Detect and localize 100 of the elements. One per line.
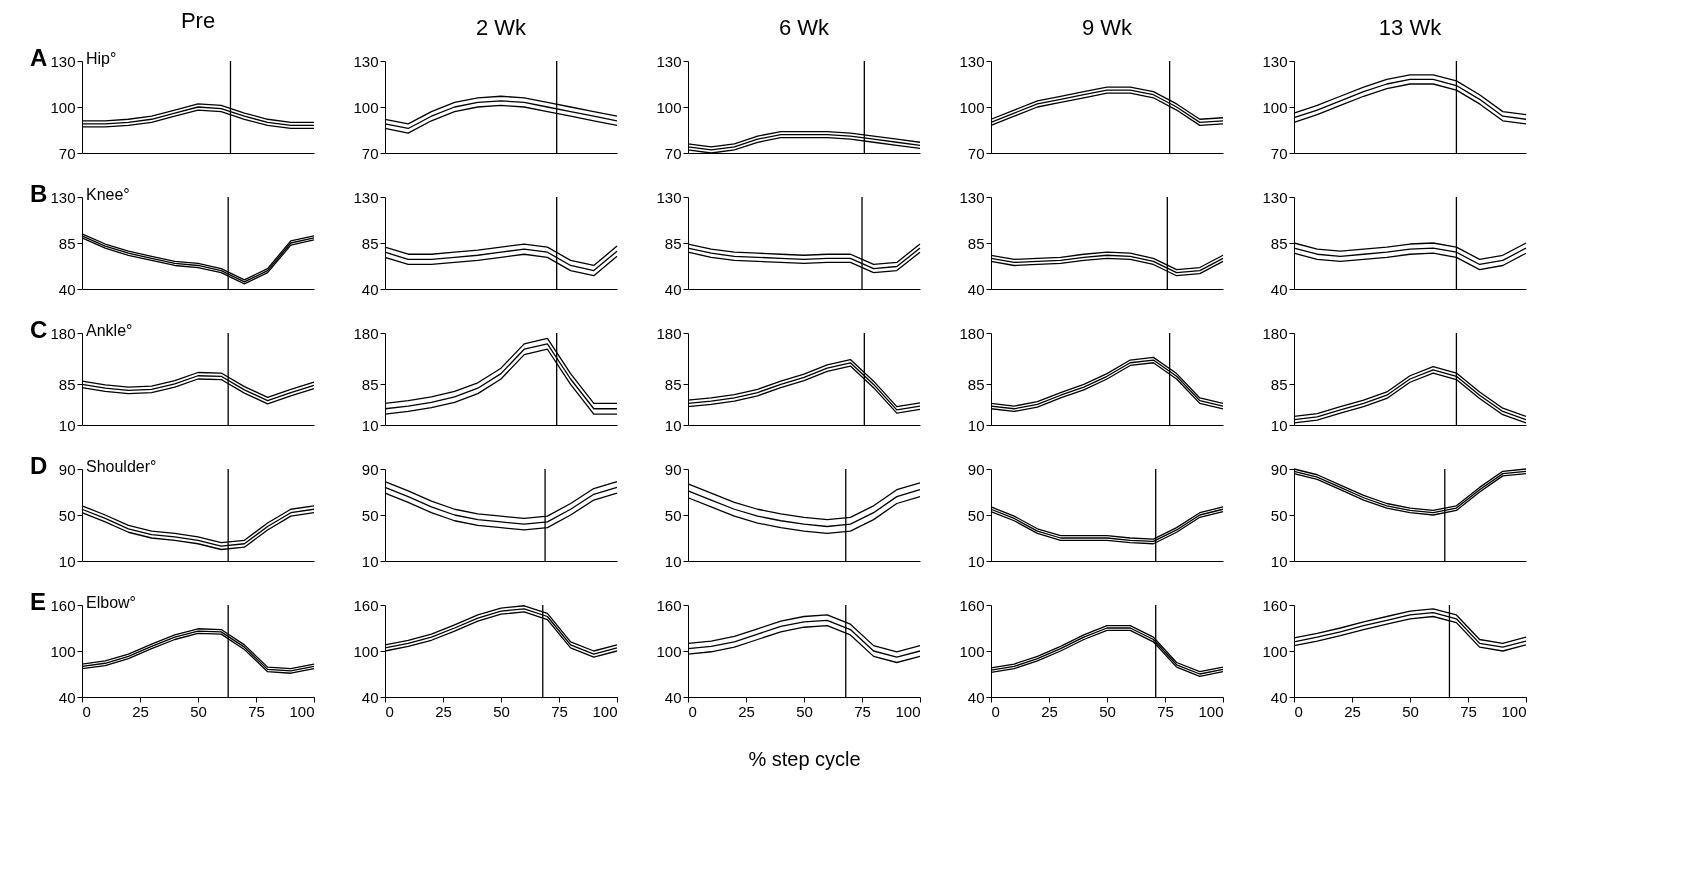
y-tick-label: 130 — [959, 188, 985, 206]
y-tick-label: 85 — [361, 234, 379, 252]
chart-title: 9 Wk — [1081, 15, 1134, 40]
y-tick-label: 85 — [1270, 375, 1288, 393]
y-tick-label: 130 — [50, 52, 76, 70]
y-tick-label: 130 — [959, 52, 985, 70]
y-tick-label: 85 — [58, 234, 76, 252]
x-tick-label: 100 — [592, 702, 618, 720]
y-tick-label: 180 — [353, 324, 379, 342]
y-tick-label: 100 — [353, 642, 379, 660]
x-tick-label: 25 — [738, 702, 755, 720]
y-tick-label: 10 — [967, 552, 985, 570]
y-tick-label: 10 — [1270, 416, 1288, 434]
y-tick-label: 160 — [959, 596, 985, 614]
annotation: Shoulder° — [86, 458, 157, 475]
y-tick-label: 85 — [361, 375, 379, 393]
y-tick-label: 130 — [1262, 52, 1288, 70]
y-tick-label: 10 — [361, 552, 379, 570]
x-tick-label: 50 — [190, 702, 207, 720]
chart-title: 2 Wk — [475, 15, 528, 40]
y-tick-label: 40 — [1270, 688, 1288, 706]
y-tick-label: 180 — [1262, 324, 1288, 342]
y-tick-label: 70 — [361, 144, 379, 162]
y-tick-label: 90 — [967, 460, 985, 478]
y-tick-label: 50 — [967, 506, 985, 524]
x-tick-label: 0 — [82, 702, 91, 720]
y-tick-label: 100 — [959, 642, 985, 660]
x-tick-label: 75 — [1157, 702, 1174, 720]
y-tick-label: 130 — [656, 188, 682, 206]
y-tick-label: 100 — [1262, 642, 1288, 660]
chart-title: 6 Wk — [778, 15, 831, 40]
y-tick-label: 70 — [1270, 144, 1288, 162]
y-tick-label: 130 — [353, 52, 379, 70]
chart-title: Pre — [180, 8, 216, 33]
y-tick-label: 90 — [58, 460, 76, 478]
chart-title: 13 Wk — [1378, 15, 1443, 40]
annotation: Knee° — [86, 186, 130, 203]
annotation: Ankle° — [86, 322, 133, 339]
y-tick-label: 85 — [664, 234, 682, 252]
y-tick-label: 40 — [967, 280, 985, 298]
y-tick-label: 10 — [967, 416, 985, 434]
y-tick-label: 40 — [967, 688, 985, 706]
x-tick-label: 0 — [1294, 702, 1303, 720]
x-tick-label: 75 — [551, 702, 568, 720]
y-tick-label: 180 — [656, 324, 682, 342]
x-tick-label: 100 — [1501, 702, 1527, 720]
x-axis-title: % step cycle — [748, 747, 861, 770]
y-tick-label: 180 — [959, 324, 985, 342]
y-tick-label: 85 — [967, 375, 985, 393]
y-tick-label: 100 — [656, 642, 682, 660]
y-tick-label: 40 — [664, 688, 682, 706]
x-tick-label: 75 — [1460, 702, 1477, 720]
y-tick-label: 10 — [361, 416, 379, 434]
x-tick-label: 25 — [132, 702, 149, 720]
y-tick-label: 100 — [1262, 98, 1288, 116]
text: C — [30, 316, 48, 343]
x-tick-label: 50 — [493, 702, 510, 720]
y-tick-label: 100 — [959, 98, 985, 116]
text: E — [30, 588, 47, 615]
y-tick-label: 130 — [656, 52, 682, 70]
x-tick-label: 25 — [435, 702, 452, 720]
y-tick-label: 70 — [967, 144, 985, 162]
x-tick-label: 0 — [991, 702, 1000, 720]
y-tick-label: 130 — [353, 188, 379, 206]
x-tick-label: 0 — [688, 702, 697, 720]
y-tick-label: 10 — [664, 552, 682, 570]
annotation: Hip° — [86, 50, 117, 67]
y-tick-label: 70 — [664, 144, 682, 162]
x-tick-label: 100 — [895, 702, 921, 720]
y-tick-label: 10 — [1270, 552, 1288, 570]
y-tick-label: 90 — [361, 460, 379, 478]
y-tick-label: 90 — [664, 460, 682, 478]
y-tick-label: 50 — [1270, 506, 1288, 524]
x-tick-label: 50 — [1402, 702, 1419, 720]
y-tick-label: 85 — [1270, 234, 1288, 252]
x-tick-label: 25 — [1041, 702, 1058, 720]
y-tick-label: 40 — [664, 280, 682, 298]
y-tick-label: 40 — [1270, 280, 1288, 298]
y-tick-label: 100 — [656, 98, 682, 116]
y-tick-label: 10 — [664, 416, 682, 434]
y-tick-label: 90 — [1270, 460, 1288, 478]
y-tick-label: 40 — [361, 688, 379, 706]
y-tick-label: 100 — [50, 642, 76, 660]
y-tick-label: 100 — [50, 98, 76, 116]
x-tick-label: 75 — [248, 702, 265, 720]
x-tick-label: 100 — [1198, 702, 1224, 720]
text: A — [30, 44, 48, 71]
y-tick-label: 85 — [58, 375, 76, 393]
y-tick-label: 160 — [1262, 596, 1288, 614]
y-tick-label: 50 — [361, 506, 379, 524]
x-tick-label: 50 — [1099, 702, 1116, 720]
x-tick-label: 100 — [289, 702, 315, 720]
y-tick-label: 130 — [50, 188, 76, 206]
y-tick-label: 40 — [58, 688, 76, 706]
y-tick-label: 50 — [664, 506, 682, 524]
text: D — [30, 452, 48, 479]
y-tick-label: 70 — [58, 144, 76, 162]
y-tick-label: 160 — [353, 596, 379, 614]
x-tick-label: 50 — [796, 702, 813, 720]
y-tick-label: 10 — [58, 552, 76, 570]
